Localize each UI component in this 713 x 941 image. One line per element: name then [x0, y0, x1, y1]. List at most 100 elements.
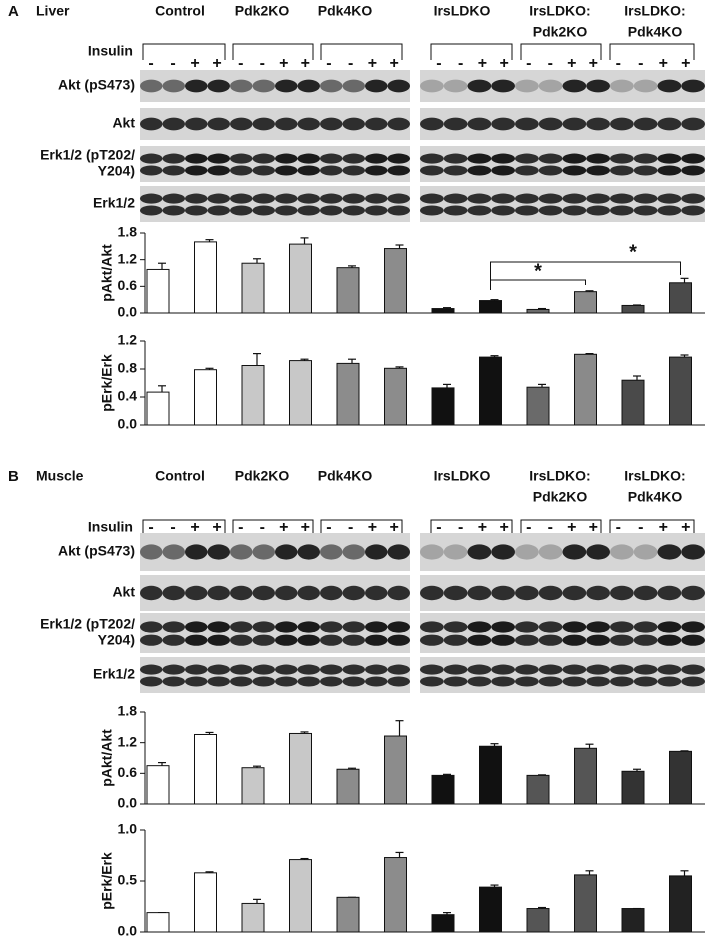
- blot-band: [467, 205, 492, 216]
- blot-band: [162, 664, 185, 675]
- bar: [146, 268, 170, 314]
- blot-band: [207, 634, 230, 646]
- bar: [669, 875, 692, 933]
- group-label: IrsLDKO:: [624, 3, 685, 19]
- blot-band: [491, 165, 515, 176]
- blot-band: [467, 634, 492, 646]
- blot-band: [162, 165, 185, 176]
- blot-band: [443, 676, 468, 687]
- y-tick-label: 0.4: [118, 388, 138, 404]
- blot-band: [538, 676, 563, 687]
- group-bracket: [320, 43, 403, 60]
- blot-label: Y204): [98, 163, 135, 179]
- blot-band: [538, 664, 563, 675]
- y-tick-label: 0.0: [118, 304, 138, 320]
- group-label: Pdk4KO: [318, 468, 373, 484]
- group-label: Pdk2KO: [235, 468, 290, 484]
- blot-band: [275, 153, 298, 164]
- blot-band: [365, 585, 388, 601]
- significance-bracket: [490, 261, 681, 290]
- insulin-sign: +: [478, 519, 487, 536]
- blot-band: [443, 193, 468, 204]
- blot-band: [657, 193, 682, 204]
- insulin-sign: +: [681, 519, 690, 536]
- bar: [146, 391, 170, 426]
- insulin-sign: -: [348, 55, 353, 72]
- blot-band: [681, 621, 705, 633]
- blot-band: [420, 153, 444, 164]
- blot-band: [538, 621, 563, 633]
- bar: [526, 386, 550, 426]
- insulin-sign: +: [212, 519, 221, 536]
- blot-band: [562, 79, 587, 93]
- group-bracket: [430, 43, 513, 60]
- blot-band: [633, 117, 658, 131]
- blot-band: [365, 165, 388, 176]
- blot-band: [681, 193, 705, 204]
- insulin-sign: +: [389, 519, 398, 536]
- bar: [241, 365, 265, 426]
- insulin-sign: -: [436, 519, 441, 536]
- blot-band: [185, 165, 208, 176]
- blot-band: [230, 193, 253, 204]
- insulin-sign: +: [478, 55, 487, 72]
- tissue-label: Muscle: [36, 468, 84, 484]
- bar: [479, 745, 502, 805]
- bar: [574, 874, 597, 933]
- blot-band: [657, 165, 682, 176]
- blot-band: [443, 79, 468, 93]
- blot-band: [420, 676, 444, 687]
- insulin-sign: -: [548, 55, 553, 72]
- insulin-sign: -: [326, 519, 331, 536]
- blot-band: [467, 117, 492, 131]
- blot-band: [320, 634, 343, 646]
- y-tick-label: 1.8: [118, 703, 138, 719]
- blot-band: [387, 117, 410, 131]
- blot-band: [586, 153, 610, 164]
- blot-band: [320, 165, 343, 176]
- insulin-sign: -: [326, 55, 331, 72]
- blot-band: [420, 621, 444, 633]
- bar: [336, 768, 360, 805]
- bar: [336, 267, 360, 314]
- blot-band: [586, 193, 610, 204]
- blot-band: [515, 544, 539, 560]
- y-tick-label: 0.8: [118, 360, 138, 376]
- blot-band: [420, 205, 444, 216]
- group-label: Control: [155, 468, 205, 484]
- group-bracket: [520, 43, 602, 60]
- blot-band: [365, 79, 388, 93]
- blot-band: [297, 634, 320, 646]
- y-tick-label: 0.6: [118, 764, 138, 780]
- blot-band: [515, 621, 539, 633]
- bar: [194, 241, 217, 314]
- insulin-sign: -: [170, 519, 175, 536]
- blot-band: [633, 544, 658, 560]
- blot-label: Akt: [112, 115, 135, 131]
- insulin-sign: -: [148, 519, 153, 536]
- blot-band: [515, 634, 539, 646]
- y-tick-label: 1.2: [118, 332, 138, 348]
- bar: [431, 308, 455, 314]
- insulin-sign: -: [348, 519, 353, 536]
- blot-label: Akt (pS473): [58, 543, 135, 559]
- blot-band: [657, 544, 682, 560]
- blot-band: [610, 621, 634, 633]
- bar: [479, 300, 502, 314]
- blot-band: [586, 165, 610, 176]
- group-bracket: [430, 519, 513, 536]
- blot-band: [467, 621, 492, 633]
- bar: [431, 387, 455, 426]
- blot-label: Erk1/2 (pT202/: [40, 616, 135, 632]
- blot-band: [275, 117, 298, 131]
- blot-band: [207, 193, 230, 204]
- blot-band: [140, 621, 163, 633]
- group-label: Control: [155, 3, 205, 19]
- blot-band: [207, 585, 230, 601]
- blot-band: [681, 634, 705, 646]
- y-axis-label: pErk/Erk: [99, 354, 115, 412]
- blot-band: [443, 544, 468, 560]
- blot-band: [681, 544, 705, 560]
- bar: [241, 262, 265, 314]
- blot-band: [207, 664, 230, 675]
